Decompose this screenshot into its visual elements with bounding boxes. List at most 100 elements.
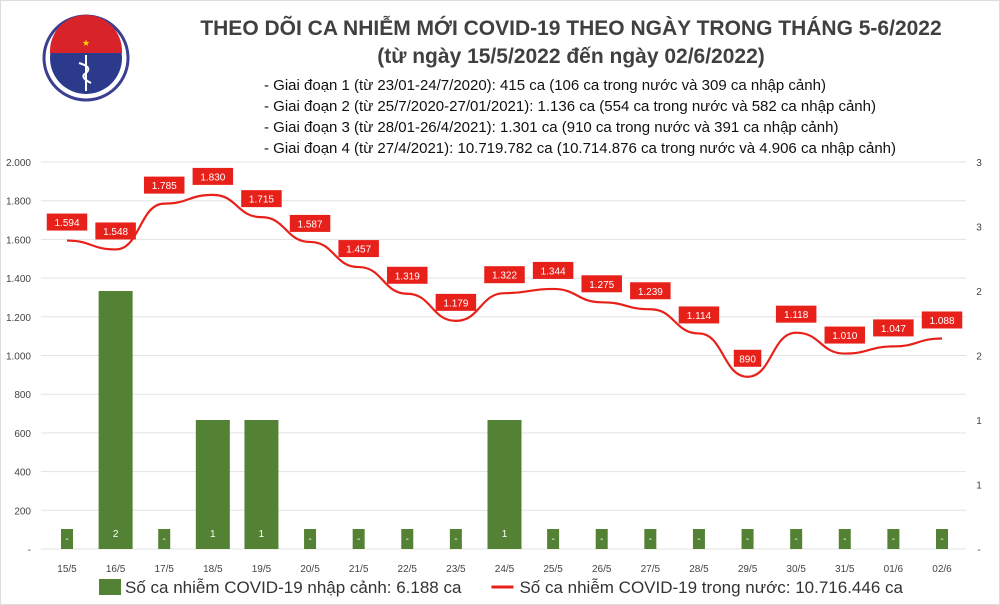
left-axis-tick: 1.000: [6, 352, 31, 363]
data-label-box: [435, 293, 477, 311]
left-axis-tick: 1.200: [6, 313, 31, 324]
chart-title-row: THEO DÕI CA NHIỄM MỚI COVID-19 THEO NGÀY…: [141, 17, 999, 41]
data-label-box: [581, 275, 622, 293]
x-axis-tick: 23/5: [446, 564, 466, 575]
svg-text:★: ★: [82, 38, 90, 48]
data-label: 1.118: [784, 310, 809, 321]
data-label-box: [824, 326, 866, 344]
bar-label: -: [892, 534, 895, 545]
data-label-box: [192, 167, 234, 185]
data-label-box: [484, 266, 525, 284]
data-label: 1.785: [152, 181, 177, 192]
x-axis-tick: 16/5: [106, 564, 126, 575]
legend-bar-swatch: [99, 579, 122, 595]
bar: [595, 529, 608, 549]
data-label: 1.114: [687, 311, 712, 322]
right-axis-tick: 2: [976, 287, 982, 298]
data-label: 1.275: [589, 280, 614, 291]
bar-label: -: [843, 534, 846, 545]
bar-label: 1: [259, 529, 265, 540]
x-axis-tick: 15/5: [57, 564, 77, 575]
bar-label: -: [308, 534, 311, 545]
bar-label: 2: [113, 529, 119, 540]
ministry-of-health-logo: ★: [42, 14, 130, 102]
bar-label: -: [697, 534, 700, 545]
bar: [644, 529, 657, 549]
data-label-box: [775, 305, 817, 323]
bar: [487, 420, 522, 549]
line-series: [66, 193, 943, 378]
phase-notes: - Giai đoạn 1 (từ 23/01-24/7/2020): 415 …: [264, 75, 896, 159]
data-label: 1.047: [881, 324, 906, 335]
left-axis-tick: 400: [14, 468, 31, 479]
x-axis-tick: 30/5: [786, 564, 806, 575]
bar: [449, 529, 462, 549]
data-label: 1.715: [249, 195, 274, 206]
data-label: 1.088: [929, 316, 954, 327]
right-axis-tick: 1: [976, 481, 982, 492]
data-label-box: [289, 214, 331, 232]
bar: [61, 529, 73, 549]
data-label-box: [532, 261, 574, 279]
data-label: 1.010: [832, 331, 857, 342]
x-axis-tick: 24/5: [495, 564, 515, 575]
bar-label: -: [794, 534, 797, 545]
left-axis-tick: 1.400: [6, 274, 31, 285]
data-label-box: [733, 349, 762, 367]
chart-title: THEO DÕI CA NHIỄM MỚI COVID-19 THEO NGÀY…: [200, 17, 942, 40]
data-label: 1.179: [443, 298, 468, 309]
data-label-box: [678, 306, 720, 324]
x-axis-tick: 25/5: [543, 564, 563, 575]
data-label: 1.587: [298, 219, 323, 230]
bar: [244, 420, 279, 549]
bar: [352, 529, 365, 549]
x-axis-tick: 01/6: [884, 564, 904, 575]
data-label: 1.830: [200, 172, 225, 183]
bar: [401, 529, 414, 549]
x-axis-tick: 19/5: [252, 564, 272, 575]
phase-note: - Giai đoạn 1 (từ 23/01-24/7/2020): 415 …: [264, 77, 826, 94]
legend-bar-label: Số ca nhiễm COVID-19 nhập cảnh: 6.188 ca: [125, 578, 462, 597]
data-label-box: [921, 311, 963, 329]
bar: [98, 291, 133, 549]
left-axis-tick: 2.000: [6, 158, 31, 169]
x-axis-tick: 02/6: [932, 564, 952, 575]
bar-label: -: [649, 534, 652, 545]
chart-subtitle: (từ ngày 15/5/2022 đến ngày 02/6/2022): [377, 45, 765, 68]
data-label-box: [630, 282, 671, 300]
right-axis-tick: 3: [976, 223, 982, 234]
bar-label: -: [940, 534, 943, 545]
x-axis-tick: 27/5: [641, 564, 661, 575]
data-label-box: [46, 213, 88, 231]
bar-label: -: [357, 534, 360, 545]
data-label: 1.344: [541, 266, 566, 277]
x-axis-tick: 26/5: [592, 564, 612, 575]
x-axis-tick: 17/5: [154, 564, 174, 575]
data-label: 1.594: [54, 218, 79, 229]
data-label-box: [873, 319, 914, 337]
phase-note: - Giai đoạn 3 (từ 28/01-26/4/2021): 1.30…: [264, 119, 839, 136]
bar-label: -: [163, 534, 166, 545]
left-axis-tick: 600: [14, 429, 31, 440]
data-label: 1.319: [395, 271, 420, 282]
bar: [790, 529, 803, 549]
bar-label: -: [454, 534, 457, 545]
left-axis-tick: -: [28, 545, 31, 556]
bar: [547, 529, 560, 549]
data-label-box: [338, 240, 379, 258]
phase-note: - Giai đoạn 2 (từ 25/7/2020-27/01/2021):…: [264, 98, 876, 115]
left-axis-tick: 1.800: [6, 197, 31, 208]
bar: [936, 529, 948, 549]
x-axis-tick: 31/5: [835, 564, 855, 575]
bar: [692, 529, 705, 549]
bar: [158, 529, 171, 549]
right-axis-tick: 3: [976, 158, 982, 169]
bar: [195, 420, 230, 549]
bar-label: -: [600, 534, 603, 545]
phase-note: - Giai đoạn 4 (từ 27/4/2021): 10.719.782…: [264, 140, 897, 157]
chart-subtitle-row: (từ ngày 15/5/2022 đến ngày 02/6/2022): [141, 45, 999, 69]
x-axis-tick: 28/5: [689, 564, 709, 575]
bar-label: -: [406, 534, 409, 545]
right-axis-tick: 1: [976, 416, 982, 427]
right-axis-tick: 2: [976, 352, 982, 363]
